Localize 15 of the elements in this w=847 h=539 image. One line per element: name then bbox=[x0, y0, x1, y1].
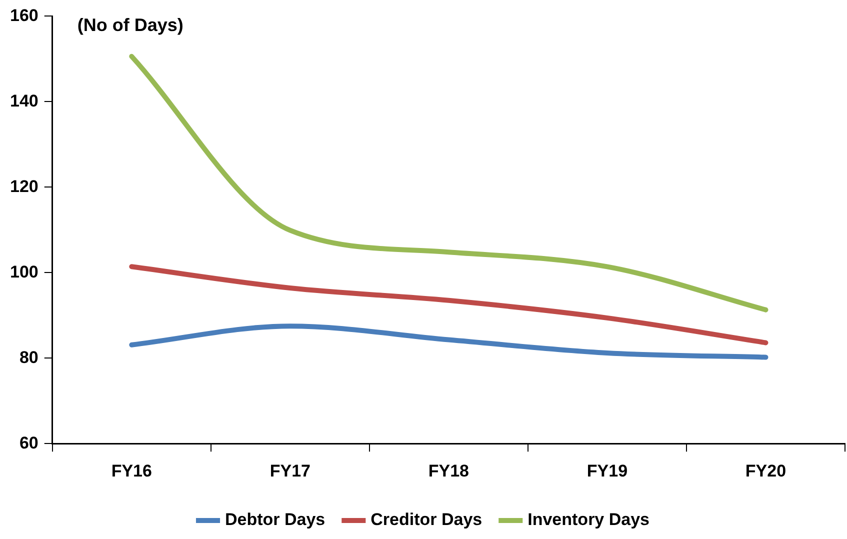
y-tick-label: 100 bbox=[10, 262, 38, 282]
legend-label: Inventory Days bbox=[528, 510, 650, 530]
legend-label: Debtor Days bbox=[225, 510, 326, 530]
y-tick-label: 140 bbox=[10, 91, 38, 110]
y-tick-label: 120 bbox=[10, 176, 38, 196]
x-tick-label: FY19 bbox=[586, 461, 628, 480]
y-tick-label: 160 bbox=[10, 6, 38, 25]
x-tick-label: FY20 bbox=[745, 461, 786, 480]
y-axis-title: (No of Days) bbox=[77, 15, 184, 36]
y-tick-label: 80 bbox=[19, 348, 38, 367]
y-tick-label: 60 bbox=[19, 433, 38, 452]
x-tick-label: FY16 bbox=[111, 461, 152, 480]
x-tick-label: FY17 bbox=[270, 461, 310, 480]
legend-label: Creditor Days bbox=[370, 510, 482, 530]
x-tick-label: FY18 bbox=[428, 461, 469, 480]
